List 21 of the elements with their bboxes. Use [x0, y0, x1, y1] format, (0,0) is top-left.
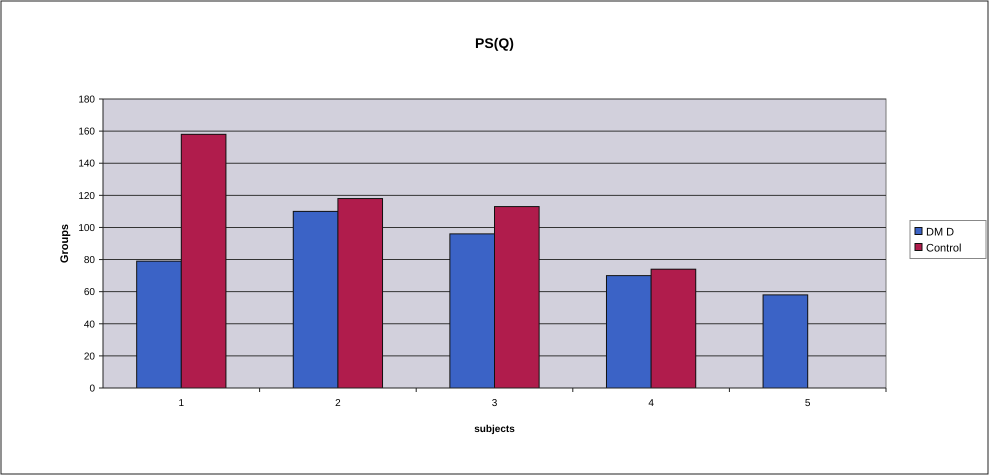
- legend-label: DM D: [926, 226, 954, 238]
- x-axis-title: subjects: [474, 424, 516, 435]
- x-tick-label: 4: [648, 398, 654, 409]
- y-axis-title: Groups: [59, 224, 71, 264]
- y-tick-label: 140: [78, 158, 96, 170]
- y-tick-label: 180: [78, 94, 96, 106]
- y-tick-label: 160: [78, 126, 96, 138]
- y-tick-label: 120: [78, 190, 96, 202]
- bar: [762, 294, 808, 388]
- x-tick-label: 5: [804, 398, 811, 409]
- y-tick-label: 20: [84, 351, 96, 362]
- x-tick-label: 2: [335, 398, 342, 409]
- y-tick-label: 60: [84, 287, 96, 298]
- y-tick-label: 80: [84, 255, 96, 266]
- y-tick-label: 40: [84, 319, 96, 330]
- y-tick-label: 100: [78, 222, 96, 234]
- x-tick-label: 3: [492, 398, 498, 409]
- legend-label: Control: [926, 242, 962, 254]
- x-tick-label: 1: [178, 398, 185, 409]
- y-tick-label: 0: [89, 384, 96, 394]
- chart-title: PS(Q): [475, 35, 514, 51]
